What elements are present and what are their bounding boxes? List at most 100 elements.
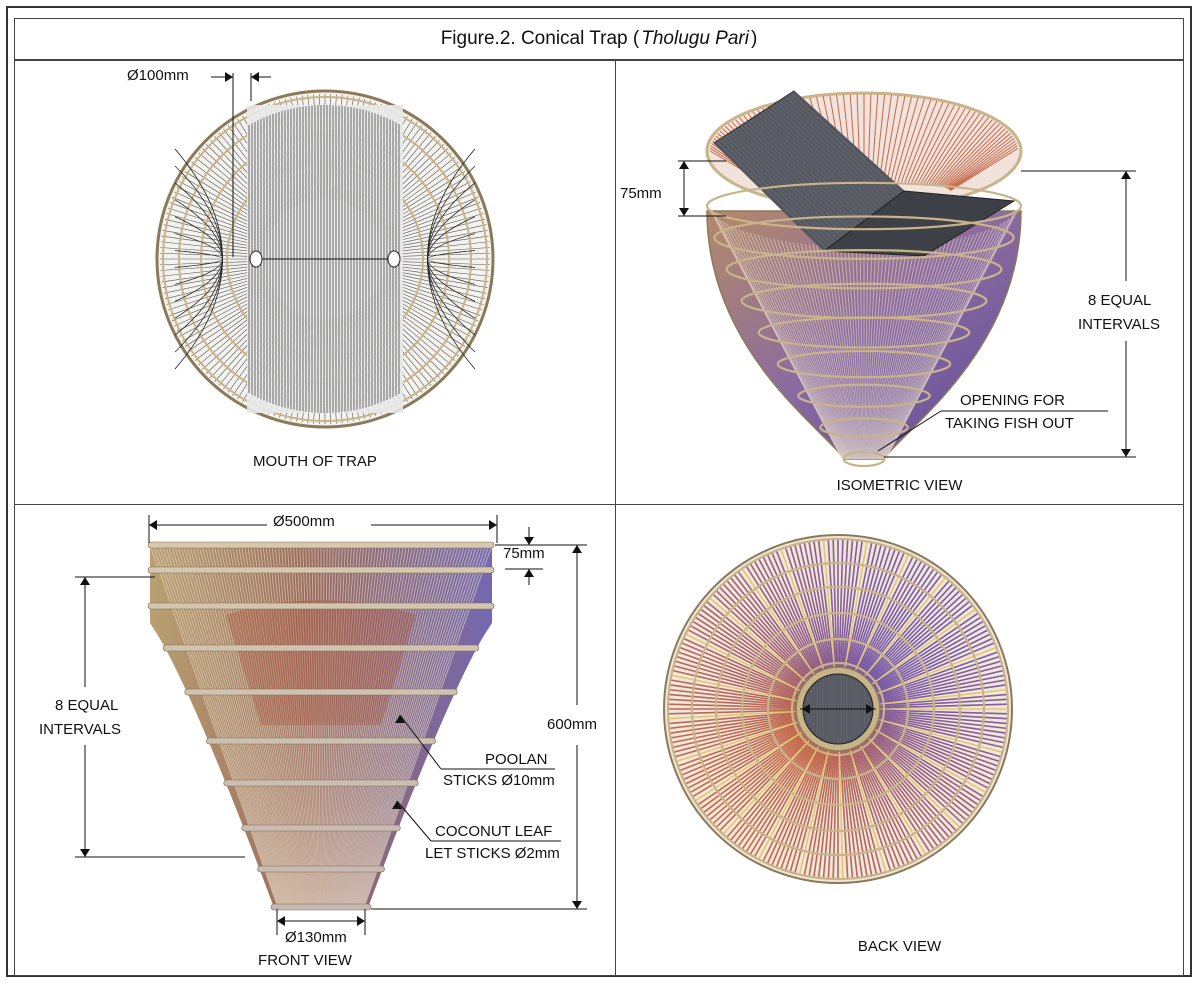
back-radial-stick bbox=[875, 655, 1000, 698]
back-radial-stick bbox=[794, 747, 829, 874]
dim-iso-gap: 75mm bbox=[620, 185, 662, 202]
back-radial-stick bbox=[860, 570, 939, 678]
iso-ring bbox=[776, 349, 952, 379]
front-ring bbox=[270, 903, 372, 911]
back-radial-stick bbox=[862, 576, 947, 679]
back-radial-stick bbox=[877, 703, 1008, 709]
back-radial-stick bbox=[839, 748, 849, 879]
back-radial-stick bbox=[868, 600, 971, 685]
back-radial-stick bbox=[866, 736, 961, 829]
iso-ring bbox=[819, 417, 909, 438]
hole-right bbox=[387, 250, 401, 268]
back-radial-stick bbox=[817, 748, 835, 878]
iso-stick bbox=[874, 241, 943, 460]
panel-front-view: Ø500mm 75mm 600mm 8 EQUAL INTERVALS POOL… bbox=[14, 504, 616, 976]
back-radial-stick bbox=[858, 742, 931, 853]
iso-inner-stick bbox=[900, 99, 932, 183]
iso-panel-line bbox=[716, 140, 828, 250]
back-radial-stick bbox=[873, 633, 991, 693]
iso-intervals-line1: 8 EQUAL bbox=[1088, 292, 1152, 309]
back-radial-stick bbox=[863, 738, 950, 839]
back-radial-stick bbox=[669, 684, 799, 705]
back-radial-stick bbox=[789, 747, 828, 873]
poolan-line1: POOLAN bbox=[485, 751, 548, 768]
back-radial-stick bbox=[692, 620, 805, 690]
back-radial-stick bbox=[803, 748, 831, 876]
back-radial-stick bbox=[873, 725, 991, 785]
back-radial-stick bbox=[687, 628, 803, 692]
back-radial-stick bbox=[840, 539, 854, 670]
iso-panel-line bbox=[722, 136, 834, 245]
back-radial-stick bbox=[876, 665, 1003, 700]
caption-front: FRONT VIEW bbox=[258, 952, 352, 969]
iso-ring bbox=[757, 316, 971, 349]
back-center-arrow-left bbox=[802, 704, 810, 714]
back-radial-stick bbox=[840, 748, 854, 879]
front-dim-top-arrow-left bbox=[149, 520, 157, 530]
iso-stick bbox=[761, 236, 851, 460]
back-radial-stick bbox=[832, 539, 838, 670]
back-radial-stick bbox=[839, 539, 849, 670]
back-radial-stick bbox=[697, 730, 806, 806]
iso-panel-line bbox=[749, 119, 860, 225]
back-radial-stick bbox=[850, 746, 896, 870]
dim-arrow-left bbox=[225, 72, 233, 82]
back-radial-stick bbox=[866, 589, 961, 682]
back-radial-stick bbox=[669, 688, 799, 706]
back-radial-stick bbox=[874, 722, 997, 772]
back-radial-stick bbox=[672, 717, 800, 749]
front-ring bbox=[147, 541, 495, 549]
coconut-line2: LET STICKS Ø2mm bbox=[425, 845, 560, 862]
back-radial-stick bbox=[827, 539, 837, 670]
iso-inner-floor bbox=[822, 190, 1016, 257]
back-ring bbox=[790, 661, 886, 757]
iso-panel-line bbox=[740, 125, 851, 232]
front-int-arrow-bottom bbox=[80, 849, 90, 857]
iso-inner-stick bbox=[897, 98, 925, 182]
back-radial-stick bbox=[715, 589, 810, 682]
back-radial-stick bbox=[771, 745, 824, 866]
back-radial-stick bbox=[775, 550, 825, 673]
iso-stick bbox=[851, 247, 863, 460]
back-radial-stick bbox=[847, 747, 882, 874]
back-radial-stick bbox=[858, 565, 931, 676]
iso-inner-stick bbox=[945, 133, 1011, 189]
front-ring bbox=[147, 602, 495, 610]
back-radial-stick bbox=[822, 539, 836, 670]
back-radial-stick bbox=[866, 593, 964, 683]
iso-stick bbox=[788, 241, 855, 460]
back-radial-stick bbox=[775, 745, 825, 868]
iso-stick bbox=[839, 246, 862, 460]
iso-inner-stick bbox=[933, 117, 989, 186]
back-radial-stick bbox=[679, 722, 802, 772]
back-radial-stick bbox=[672, 669, 800, 701]
iso-ring bbox=[797, 383, 931, 408]
back-radial-stick bbox=[832, 748, 838, 879]
iso-inner-stick bbox=[949, 148, 1018, 191]
back-radial-stick bbox=[869, 604, 974, 686]
back-radial-stick bbox=[877, 679, 1006, 703]
iso-stick bbox=[868, 246, 900, 460]
back-radial-stick bbox=[856, 743, 923, 858]
back-radial-stick bbox=[859, 568, 935, 677]
iso-panel-line bbox=[767, 108, 878, 212]
front-ring bbox=[162, 644, 480, 652]
back-radial-stick bbox=[869, 732, 974, 814]
back-radial-stick bbox=[874, 724, 993, 781]
back-radial-stick bbox=[869, 608, 977, 687]
iso-inner-stick bbox=[886, 96, 906, 182]
funnel-curve-left bbox=[174, 148, 223, 370]
iso-stick bbox=[885, 200, 1022, 460]
dim-top-diameter: Ø500mm bbox=[273, 513, 335, 530]
iso-panel-line bbox=[787, 94, 899, 196]
back-radial-stick bbox=[869, 731, 977, 810]
back-radial-stick bbox=[842, 748, 863, 878]
iso-inner-stick bbox=[949, 145, 1018, 191]
iso-stick bbox=[777, 239, 853, 460]
back-radial-stick bbox=[874, 723, 995, 776]
back-radial-stick bbox=[876, 719, 1002, 758]
back-radial-stick bbox=[846, 747, 878, 875]
iso-stick bbox=[859, 247, 864, 460]
back-radial-stick bbox=[864, 583, 954, 681]
back-radial-stick bbox=[860, 740, 939, 848]
